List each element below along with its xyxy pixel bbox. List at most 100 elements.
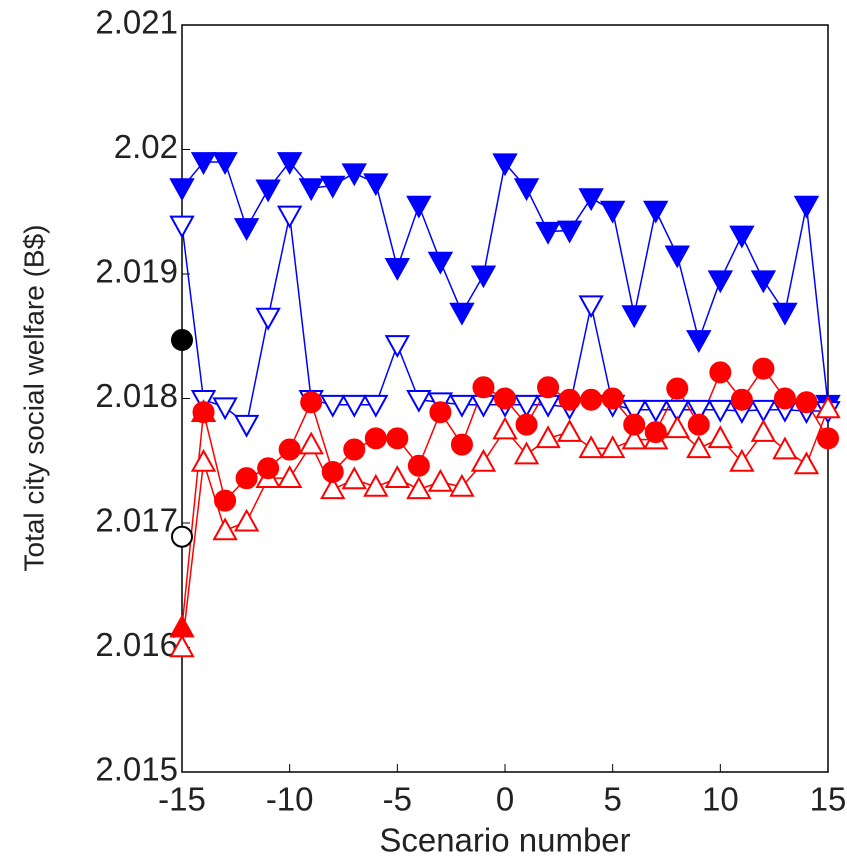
y-tick-label: 2.019 (95, 253, 178, 290)
marker (364, 427, 387, 450)
marker (492, 416, 518, 440)
marker (686, 435, 712, 459)
marker (773, 387, 796, 410)
marker (233, 508, 260, 532)
marker (601, 387, 624, 410)
x-axis-label: Scenario number (379, 822, 630, 859)
marker (664, 399, 690, 423)
marker (276, 152, 303, 176)
marker (427, 468, 454, 492)
marker (730, 388, 753, 411)
marker (169, 215, 195, 239)
x-tick-label: 0 (496, 781, 514, 818)
marker (795, 391, 818, 414)
y-tick-label: 2.015 (95, 751, 178, 788)
marker (406, 195, 432, 219)
marker (255, 179, 281, 203)
marker (384, 257, 411, 281)
x-tick-label: -10 (266, 781, 314, 818)
x-tick-label: 10 (702, 781, 739, 818)
marker (384, 335, 411, 359)
marker (750, 399, 777, 423)
marker (772, 436, 798, 460)
marker (363, 394, 389, 418)
marker (707, 425, 734, 449)
marker (793, 451, 820, 475)
y-tick-label: 2.018 (95, 377, 178, 414)
marker (298, 431, 324, 455)
marker (449, 394, 475, 418)
x-tick-label: -5 (383, 781, 412, 818)
marker (687, 413, 710, 436)
marker (815, 395, 841, 419)
marker (233, 218, 260, 241)
marker (621, 399, 647, 423)
series-line (181, 408, 829, 648)
marker (707, 270, 734, 294)
marker (257, 457, 280, 480)
marker (643, 399, 669, 423)
x-tick-label: 5 (603, 781, 621, 818)
marker (429, 401, 452, 424)
marker (750, 270, 777, 294)
marker (343, 438, 366, 461)
marker (169, 634, 195, 658)
marker (513, 394, 540, 418)
marker (255, 307, 281, 331)
marker (449, 302, 475, 326)
marker (513, 441, 540, 465)
y-axis-label: Total city social welfare (B$) (18, 224, 49, 571)
marker (644, 421, 667, 444)
marker (793, 195, 820, 219)
marker (384, 465, 411, 488)
marker (212, 517, 238, 541)
marker (494, 387, 516, 410)
marker (535, 221, 561, 245)
marker (320, 476, 346, 500)
marker (300, 391, 323, 414)
marker (190, 399, 217, 422)
y-tick-label: 2.017 (95, 502, 178, 539)
marker (449, 473, 475, 497)
y-tick-label: 2.02 (114, 128, 178, 165)
marker (599, 200, 626, 224)
marker (472, 376, 495, 399)
marker (298, 178, 324, 202)
marker (729, 225, 755, 249)
marker (169, 178, 195, 202)
marker (190, 152, 217, 176)
marker (752, 357, 775, 380)
marker (190, 448, 217, 472)
marker (233, 414, 260, 438)
marker (643, 200, 669, 224)
y-tick-label: 2.016 (95, 626, 178, 663)
marker (341, 394, 367, 418)
marker (621, 305, 647, 329)
marker (492, 153, 518, 177)
marker (772, 302, 798, 326)
marker (276, 205, 303, 229)
marker (535, 425, 561, 449)
marker (171, 328, 193, 351)
marker (363, 473, 389, 497)
marker (427, 251, 454, 275)
marker (212, 397, 238, 421)
marker (406, 476, 432, 500)
marker (578, 295, 604, 319)
marker (537, 376, 560, 399)
marker (235, 467, 258, 490)
marker (580, 388, 603, 411)
marker (406, 389, 432, 413)
series-line (181, 160, 829, 405)
marker (171, 525, 193, 548)
marker (386, 427, 409, 450)
marker (515, 413, 538, 436)
series-line (181, 412, 205, 628)
marker (621, 426, 647, 450)
marker (341, 466, 367, 490)
marker (278, 438, 301, 461)
marker (578, 188, 604, 212)
marker (666, 377, 689, 400)
marker (707, 399, 734, 423)
